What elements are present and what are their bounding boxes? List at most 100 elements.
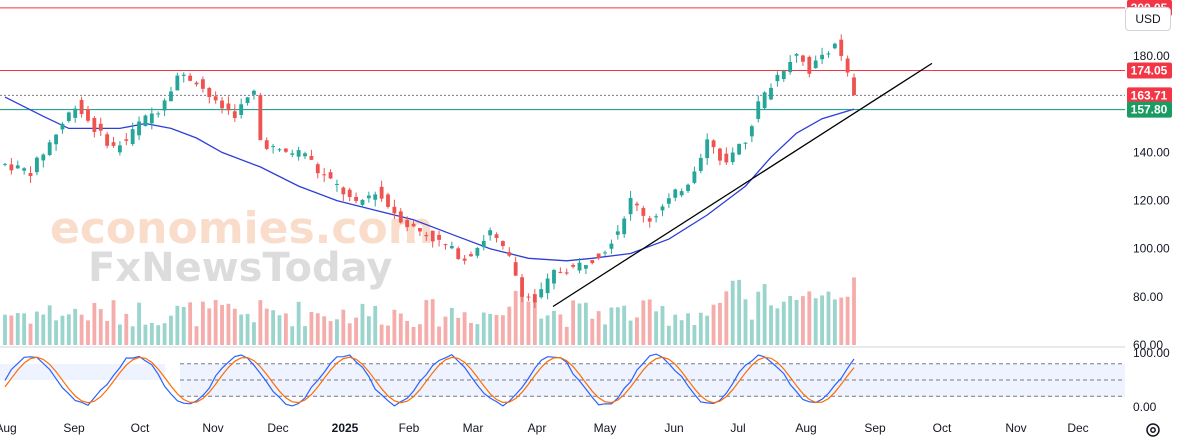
candle[interactable] <box>622 218 627 235</box>
candle[interactable] <box>354 196 359 201</box>
candle[interactable] <box>635 203 639 206</box>
candle[interactable] <box>762 92 767 109</box>
candle[interactable] <box>315 164 320 174</box>
candle[interactable] <box>852 77 856 96</box>
candle[interactable] <box>207 87 212 98</box>
candle[interactable] <box>781 71 786 80</box>
candle[interactable] <box>213 96 218 101</box>
candle[interactable] <box>494 234 499 238</box>
candle[interactable] <box>258 95 263 141</box>
candle[interactable] <box>86 109 90 121</box>
candle[interactable] <box>47 142 52 156</box>
candle[interactable] <box>105 134 110 146</box>
candle[interactable] <box>807 56 812 74</box>
candle[interactable] <box>322 174 327 176</box>
candle[interactable] <box>769 87 773 100</box>
candle[interactable] <box>28 172 33 177</box>
candle[interactable] <box>200 79 205 89</box>
candle[interactable] <box>826 53 831 55</box>
candle[interactable] <box>839 39 844 56</box>
candle[interactable] <box>462 258 467 261</box>
candle[interactable] <box>456 248 461 260</box>
candle[interactable] <box>430 230 435 242</box>
candle[interactable] <box>845 58 850 73</box>
candle[interactable] <box>3 163 7 165</box>
candle[interactable] <box>698 157 703 171</box>
candle[interactable] <box>488 230 493 236</box>
candle[interactable] <box>124 139 129 141</box>
candle[interactable] <box>513 262 518 276</box>
candle[interactable] <box>686 184 690 191</box>
candle[interactable] <box>143 115 148 127</box>
candle[interactable] <box>469 254 473 257</box>
candle[interactable] <box>66 112 71 122</box>
currency-button[interactable]: USD <box>1125 7 1171 31</box>
candle[interactable] <box>137 121 141 136</box>
candle[interactable] <box>660 206 665 211</box>
candle[interactable] <box>328 172 333 179</box>
candle[interactable] <box>692 171 697 183</box>
candle[interactable] <box>341 187 346 195</box>
candle[interactable] <box>309 156 314 160</box>
candle[interactable] <box>507 252 512 256</box>
candle[interactable] <box>283 148 288 152</box>
candle[interactable] <box>130 129 135 145</box>
candle[interactable] <box>756 101 761 120</box>
candle[interactable] <box>424 235 429 237</box>
candle[interactable] <box>628 197 633 215</box>
candle[interactable] <box>788 61 793 73</box>
candle[interactable] <box>60 123 65 130</box>
candle[interactable] <box>175 75 180 91</box>
candle[interactable] <box>443 244 448 246</box>
candle[interactable] <box>98 123 103 131</box>
candle[interactable] <box>832 43 837 49</box>
candle[interactable] <box>9 164 14 171</box>
candle[interactable] <box>577 262 582 271</box>
candle[interactable] <box>117 145 122 153</box>
candle[interactable] <box>264 140 269 149</box>
candle[interactable] <box>571 264 576 267</box>
candle[interactable] <box>609 243 614 249</box>
candle[interactable] <box>737 143 742 155</box>
candle[interactable] <box>596 253 601 259</box>
candle[interactable] <box>552 269 556 284</box>
candle[interactable] <box>820 54 824 60</box>
candle[interactable] <box>188 75 193 81</box>
candle[interactable] <box>194 82 199 85</box>
candle[interactable] <box>718 148 722 161</box>
candle[interactable] <box>532 294 537 303</box>
candle[interactable] <box>705 139 710 159</box>
candle[interactable] <box>22 168 27 171</box>
candle[interactable] <box>749 126 754 137</box>
candle[interactable] <box>558 271 563 273</box>
candle[interactable] <box>679 191 684 196</box>
candle[interactable] <box>730 152 735 163</box>
candle[interactable] <box>724 153 729 163</box>
candle[interactable] <box>366 195 371 199</box>
candle[interactable] <box>654 216 659 218</box>
candle[interactable] <box>449 245 454 249</box>
candle[interactable] <box>539 289 544 298</box>
candle[interactable] <box>111 142 116 146</box>
candle[interactable] <box>156 113 161 115</box>
candle[interactable] <box>35 157 39 173</box>
candle[interactable] <box>162 100 167 111</box>
candle[interactable] <box>79 99 84 114</box>
trend-line[interactable] <box>552 62 933 308</box>
candle[interactable] <box>277 149 282 151</box>
candle[interactable] <box>92 117 97 132</box>
candle[interactable] <box>564 272 569 274</box>
candle[interactable] <box>386 194 390 207</box>
candle[interactable] <box>360 199 365 205</box>
candle[interactable] <box>813 60 818 69</box>
candle[interactable] <box>296 150 301 157</box>
candle[interactable] <box>290 153 295 155</box>
candle[interactable] <box>520 277 524 297</box>
candle[interactable] <box>373 194 378 200</box>
candle[interactable] <box>775 74 780 82</box>
settings-icon[interactable] <box>1143 420 1163 440</box>
candle[interactable] <box>169 91 173 102</box>
candle[interactable] <box>794 54 799 56</box>
candle[interactable] <box>711 140 716 148</box>
